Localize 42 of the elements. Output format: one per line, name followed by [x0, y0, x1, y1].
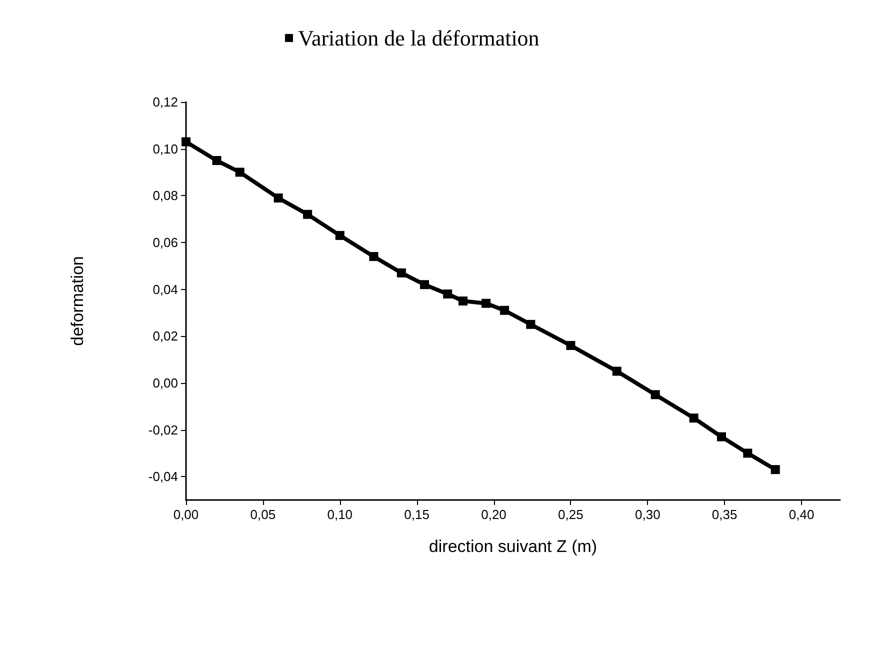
point — [650, 390, 660, 400]
x-tick-label: 0,40 — [788, 507, 814, 522]
point — [500, 306, 510, 315]
point — [335, 230, 344, 240]
point — [717, 432, 726, 442]
x-tick-label: 0,35 — [712, 507, 738, 522]
y-tick-label: 0,12 — [152, 94, 178, 110]
point — [458, 296, 468, 306]
y-tick-label: 0,04 — [152, 282, 178, 297]
point — [743, 448, 752, 458]
point — [235, 168, 244, 177]
y-tick-label: 0,08 — [152, 188, 178, 204]
point — [182, 137, 190, 146]
legend-label: Variation de la déformation — [298, 26, 540, 50]
point — [303, 210, 312, 219]
y-tick-label: -0,02 — [148, 422, 178, 438]
point — [612, 366, 622, 376]
point — [443, 289, 452, 298]
x-axis-title: direction suivant Z (m) — [428, 537, 598, 556]
point — [482, 298, 491, 308]
point — [369, 252, 378, 262]
x-tick-label: 0,25 — [558, 507, 584, 522]
x-tick-label: 0,00 — [173, 507, 199, 522]
y-tick-label: 0,10 — [152, 141, 178, 156]
x-tick-label: 0,30 — [634, 507, 660, 522]
x-tick-label: 0,05 — [250, 507, 276, 522]
point — [526, 320, 536, 329]
x-tick-label: 0,10 — [327, 507, 353, 522]
y-tick-label: -0,04 — [148, 469, 178, 484]
x-tick-label: 0,15 — [404, 507, 430, 522]
x-tick-label: 0,20 — [481, 507, 506, 522]
point — [212, 156, 222, 166]
point — [396, 268, 406, 278]
point — [420, 280, 430, 290]
y-tick-label: 0,00 — [152, 375, 178, 390]
point — [566, 340, 576, 350]
y-tick-label: 0,02 — [152, 328, 178, 344]
y-tick-label: 0,06 — [152, 234, 178, 250]
y-axis-title: deformation — [68, 256, 87, 346]
point — [274, 193, 283, 202]
point — [770, 465, 780, 474]
point — [689, 414, 698, 423]
